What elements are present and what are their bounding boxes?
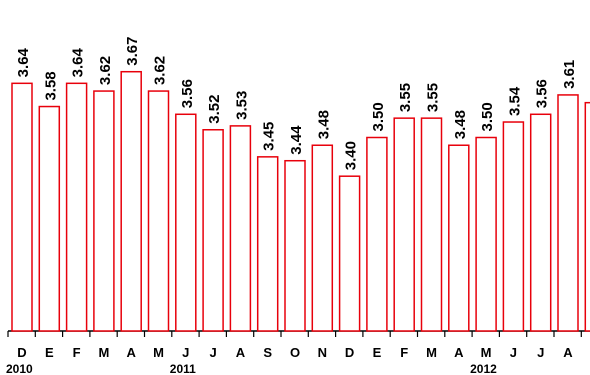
value-label: 3.48 <box>452 110 469 139</box>
category-label: A <box>454 345 464 360</box>
value-label: 3.56 <box>534 79 551 108</box>
value-label: 3.58 <box>42 71 59 100</box>
bar <box>175 113 197 332</box>
bar <box>502 121 525 332</box>
value-label: 3.64 <box>15 47 32 77</box>
category-label: M <box>426 345 437 360</box>
bar <box>38 105 61 332</box>
bar <box>120 70 142 332</box>
category-label: F <box>73 345 81 360</box>
bar <box>420 117 443 332</box>
value-label: 3.52 <box>206 95 223 124</box>
bar <box>557 94 579 332</box>
bars-group <box>11 70 590 332</box>
category-label: O <box>290 345 300 360</box>
value-label: 3.62 <box>152 56 169 85</box>
bar <box>393 117 415 332</box>
bar <box>584 101 590 332</box>
bar <box>11 82 33 332</box>
value-label: 3.56 <box>179 79 196 108</box>
x-ticks-group <box>7 331 582 337</box>
bar <box>202 129 224 332</box>
category-label: M <box>153 345 164 360</box>
year-labels-group: 2010 2011 2012 <box>6 362 497 375</box>
bar <box>284 159 306 332</box>
category-label: D <box>345 345 354 360</box>
category-label: A <box>563 345 573 360</box>
value-label: 3.40 <box>343 141 360 170</box>
category-label: N <box>318 345 327 360</box>
value-label: 3.64 <box>70 47 87 77</box>
bar <box>366 136 388 332</box>
category-label: D <box>17 345 26 360</box>
bar <box>475 136 497 332</box>
bar <box>229 125 252 332</box>
year-label: 2011 <box>170 362 196 375</box>
category-label: S <box>263 345 272 360</box>
category-label: J <box>209 345 216 360</box>
category-label: F <box>400 345 408 360</box>
category-label: E <box>45 345 54 360</box>
category-labels-group: DEFMAMJJASONDEFMAMJJAS <box>17 345 573 360</box>
value-label: 3.45 <box>261 122 278 151</box>
value-label: 3.53 <box>233 91 250 120</box>
category-label: J <box>182 345 189 360</box>
category-label: M <box>98 345 109 360</box>
bar <box>93 90 115 332</box>
bar <box>338 175 361 332</box>
value-label: 3.62 <box>97 56 114 85</box>
value-labels-group: 3.64 3.58 3.64 3.62 3.67 3.62 3.56 3.52 3.53 3.45… <box>15 37 590 171</box>
value-label: 3.55 <box>425 83 442 112</box>
value-label: 3.54 <box>506 86 523 116</box>
year-label: 2012 <box>470 362 497 375</box>
category-label: A <box>127 345 137 360</box>
category-label: E <box>373 345 382 360</box>
value-label: 3.61 <box>561 60 578 89</box>
value-label: 3.50 <box>479 102 496 131</box>
category-label: J <box>510 345 517 360</box>
value-label: 3.55 <box>397 83 414 112</box>
year-label: 2010 <box>6 362 33 375</box>
value-label: 3.44 <box>288 125 305 155</box>
bar <box>529 113 552 332</box>
value-label: 3.48 <box>315 110 332 139</box>
category-label: A <box>236 345 246 360</box>
bar <box>147 90 170 332</box>
value-label: 3.59 <box>588 67 590 96</box>
category-label: M <box>481 345 492 360</box>
bar <box>311 144 334 332</box>
category-label: J <box>537 345 544 360</box>
value-label: 3.50 <box>370 102 387 131</box>
value-label: 3.67 <box>124 37 141 66</box>
bar <box>256 156 279 332</box>
bar <box>448 144 470 332</box>
bar <box>65 82 88 332</box>
